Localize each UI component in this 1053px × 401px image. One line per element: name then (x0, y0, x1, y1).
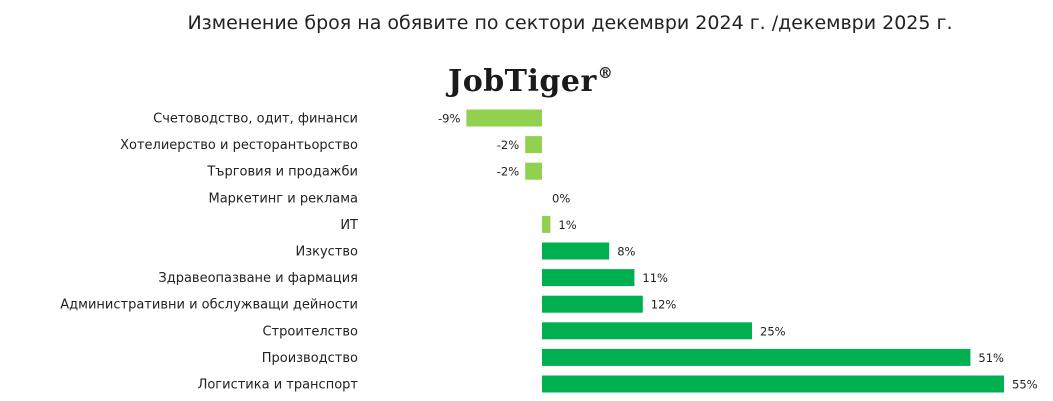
jobtiger-logo: JobTiger® (448, 64, 613, 99)
data-label: 12% (651, 298, 677, 312)
bar (542, 322, 752, 340)
bar (542, 269, 635, 287)
bar (525, 162, 542, 180)
data-label: -2% (497, 138, 519, 152)
bar (542, 215, 551, 233)
logo-text: JobTiger (448, 64, 597, 99)
bar (542, 242, 610, 260)
category-label: ИТ (340, 218, 358, 233)
data-label: 11% (642, 271, 668, 285)
category-label: Здравеопазване и фармация (158, 271, 358, 286)
bar (542, 295, 643, 313)
chart-title: Изменение броя на обявите по сектори дек… (187, 12, 953, 34)
bar (525, 136, 542, 154)
category-label: Производство (262, 351, 358, 366)
data-label: -2% (497, 165, 519, 179)
bar (542, 348, 971, 366)
data-label: 25% (760, 324, 786, 338)
category-label: Хотелиерство и ресторантьорство (120, 138, 358, 153)
category-label: Строителство (262, 324, 358, 339)
data-label: 1% (558, 218, 576, 232)
category-label: Търговия и продажби (206, 165, 358, 180)
data-label: -9% (438, 112, 460, 126)
data-label: 51% (978, 351, 1004, 365)
category-label: Изкуство (295, 245, 358, 260)
category-label: Маркетинг и реклама (209, 191, 359, 206)
registered-mark-icon: ® (597, 64, 614, 82)
data-label: 55% (1012, 378, 1038, 392)
bar (466, 109, 542, 127)
category-label: Счетоводство, одит, финанси (153, 112, 358, 127)
category-label: Логистика и транспорт (198, 378, 359, 393)
data-label: 0% (552, 191, 570, 205)
data-label: 8% (617, 245, 635, 259)
bar (542, 375, 1004, 393)
category-label: Административни и обслужващи дейности (60, 298, 358, 313)
